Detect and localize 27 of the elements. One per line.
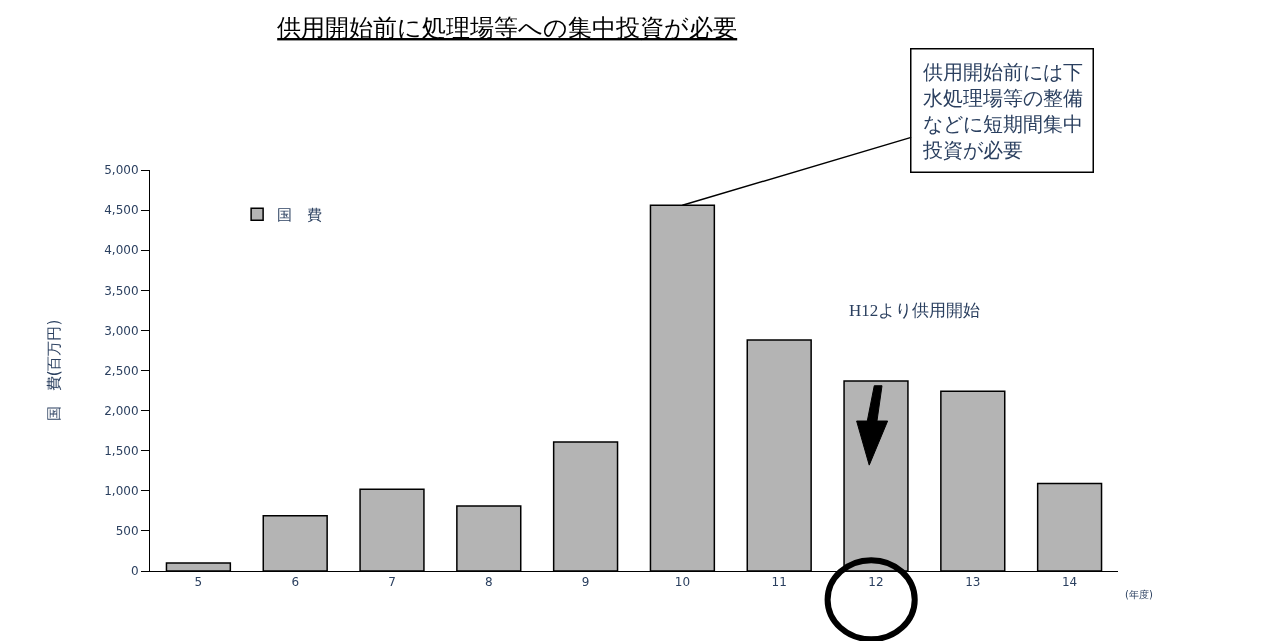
x-tick-label: 8 [484, 575, 493, 590]
x-tick-label: 14 [1061, 575, 1078, 590]
y-axis-title: 国 費(百万円) [45, 319, 64, 422]
y-tick-label: 4,000 [104, 243, 139, 258]
chart-title: 供用開始前に処理場等への集中投資が必要 [277, 14, 738, 43]
annotation: H12より供用開始 [849, 301, 981, 320]
x-tick-label: 6 [291, 575, 300, 590]
x-tick-label: 12 [868, 575, 884, 590]
y-tick-label: 5,000 [104, 163, 139, 178]
x-axis-title: (年度) [1125, 589, 1153, 600]
annotation: 供用開始前には下水処理場等の整備などに短期間集中投資が必要 [921, 59, 1083, 162]
x-tick-label: 7 [388, 575, 396, 590]
x-tick-label: 13 [965, 575, 981, 590]
y-tick-label: 2,000 [104, 403, 139, 418]
y-tick-label: 3,500 [104, 283, 139, 298]
y-tick-label: 500 [115, 524, 139, 539]
y-tick-label: 0 [130, 564, 139, 579]
y-tick-label: 3,000 [104, 323, 139, 338]
y-tick-label: 1,500 [104, 443, 139, 458]
y-tick-label: 2,500 [104, 363, 139, 378]
x-tick-label: 11 [771, 575, 787, 590]
legend-label: 国 費 [277, 206, 323, 225]
x-tick-label: 9 [581, 575, 590, 590]
x-tick-label: 5 [194, 575, 203, 590]
x-tick-label: 10 [674, 575, 691, 590]
y-tick-label: 4,500 [104, 203, 139, 218]
y-tick-label: 1,000 [104, 484, 139, 498]
